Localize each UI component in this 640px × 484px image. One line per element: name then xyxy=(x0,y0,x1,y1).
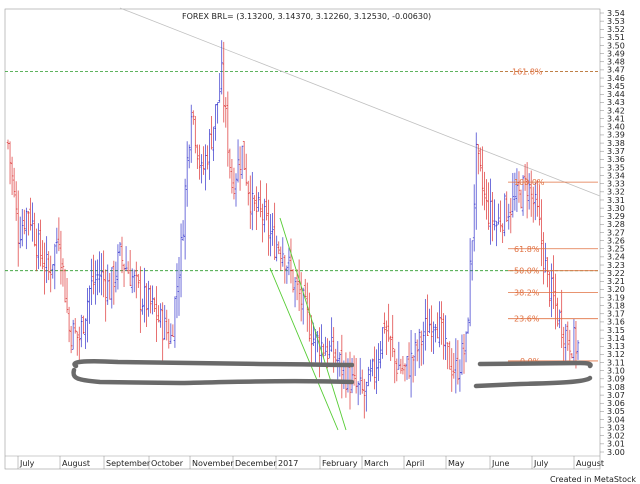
x-tick-label: April xyxy=(406,459,424,468)
y-tick-label: 3.42 xyxy=(607,106,625,115)
y-tick-label: 3.04 xyxy=(607,415,625,424)
y-tick-label: 3.48 xyxy=(607,58,625,67)
fib-label: 23.6% xyxy=(514,315,540,324)
y-tick-label: 3.47 xyxy=(607,66,625,75)
x-tick-label: 2017 xyxy=(278,459,298,468)
trend-line xyxy=(119,7,601,197)
y-tick-label: 3.34 xyxy=(607,171,625,180)
y-tick-label: 3.19 xyxy=(607,293,625,302)
candles xyxy=(6,40,580,419)
x-tick-label: August xyxy=(62,459,90,468)
y-tick-label: 3.31 xyxy=(607,196,625,205)
y-tick-label: 3.51 xyxy=(607,33,625,42)
x-tick-label: July xyxy=(19,459,35,468)
fib-label: 61.8% xyxy=(514,245,540,254)
y-tick-label: 3.40 xyxy=(607,123,625,132)
x-tick-label: June xyxy=(491,459,510,468)
x-tick-label: July xyxy=(533,459,549,468)
y-tick-label: 3.01 xyxy=(607,440,625,449)
y-tick-label: 3.25 xyxy=(607,245,625,254)
y-tick-label: 3.26 xyxy=(607,236,625,245)
y-tick-label: 3.21 xyxy=(607,277,625,286)
y-tick-label: 3.13 xyxy=(607,342,625,351)
support-zone-top xyxy=(72,358,593,369)
credit-text: Created in MetaStock xyxy=(550,475,636,484)
x-tick-label: September xyxy=(106,459,151,468)
y-tick-label: 3.32 xyxy=(607,188,625,197)
y-tick-label: 3.36 xyxy=(607,155,625,164)
fib-label: 38.2% xyxy=(514,289,540,298)
support-zone-bottom xyxy=(71,367,593,389)
x-tick-label: May xyxy=(448,459,465,468)
x-tick-label: March xyxy=(364,459,388,468)
y-tick-label: 3.23 xyxy=(607,261,625,270)
y-tick-label: 3.44 xyxy=(607,90,625,99)
y-tick-label: 3.53 xyxy=(607,17,625,26)
y-tick-label: 3.50 xyxy=(607,41,625,50)
y-tick-label: 3.39 xyxy=(607,131,625,140)
y-tick-label: 3.28 xyxy=(607,220,625,229)
fib-label: 161.8% xyxy=(512,68,543,77)
x-tick-label: December xyxy=(235,459,277,468)
y-tick-label: 3.09 xyxy=(607,375,625,384)
y-tick-label: 3.18 xyxy=(607,301,625,310)
y-tick-label: 3.05 xyxy=(607,407,625,416)
y-tick-label: 3.52 xyxy=(607,25,625,34)
channel-line-lower xyxy=(269,267,339,431)
y-tick-label: 3.03 xyxy=(607,423,625,432)
y-tick-label: 3.08 xyxy=(607,383,625,392)
fib-label: 100.0% xyxy=(514,178,545,187)
chart-title: FOREX BRL= (3.13200, 3.14370, 3.12260, 3… xyxy=(182,12,431,21)
y-tick-label: 3.02 xyxy=(607,432,625,441)
y-tick-label: 3.15 xyxy=(607,326,625,335)
y-tick-label: 3.45 xyxy=(607,82,625,91)
y-tick-label: 3.49 xyxy=(607,49,625,58)
y-tick-label: 3.00 xyxy=(607,448,625,457)
x-tick-label: November xyxy=(192,459,234,468)
y-tick-label: 3.12 xyxy=(607,350,625,359)
y-tick-label: 3.35 xyxy=(607,163,625,172)
x-axis: July August September October November Decemb… xyxy=(17,456,604,469)
y-tick-label: 3.22 xyxy=(607,269,625,278)
y-tick-label: 3.27 xyxy=(607,228,625,237)
y-tick-label: 3.14 xyxy=(607,334,625,343)
y-tick-label: 3.06 xyxy=(607,399,625,408)
y-tick-label: 3.17 xyxy=(607,310,625,319)
x-tick-label: February xyxy=(322,459,358,468)
y-tick-label: 3.33 xyxy=(607,180,625,189)
y-tick-label: 3.30 xyxy=(607,204,625,213)
x-tick-label: October xyxy=(151,459,184,468)
y-tick-label: 3.16 xyxy=(607,318,625,327)
y-tick-label: 3.37 xyxy=(607,147,625,156)
y-tick-label: 3.54 xyxy=(607,9,625,18)
y-tick-label: 3.24 xyxy=(607,253,625,262)
y-tick-label: 3.29 xyxy=(607,212,625,221)
y-tick-label: 3.11 xyxy=(607,358,625,367)
x-tick-label: August xyxy=(576,459,604,468)
y-tick-label: 3.43 xyxy=(607,98,625,107)
y-tick-label: 3.07 xyxy=(607,391,625,400)
y-axis: 3.003.013.023.033.043.053.063.073.083.09… xyxy=(600,9,625,457)
fib-label: 50.0% xyxy=(514,267,540,276)
y-tick-label: 3.46 xyxy=(607,74,625,83)
y-tick-label: 3.41 xyxy=(607,114,625,123)
y-tick-label: 3.38 xyxy=(607,139,625,148)
channel-line-upper xyxy=(279,217,347,431)
plot-frame xyxy=(4,8,601,470)
y-tick-label: 3.10 xyxy=(607,367,625,376)
y-tick-label: 3.20 xyxy=(607,285,625,294)
